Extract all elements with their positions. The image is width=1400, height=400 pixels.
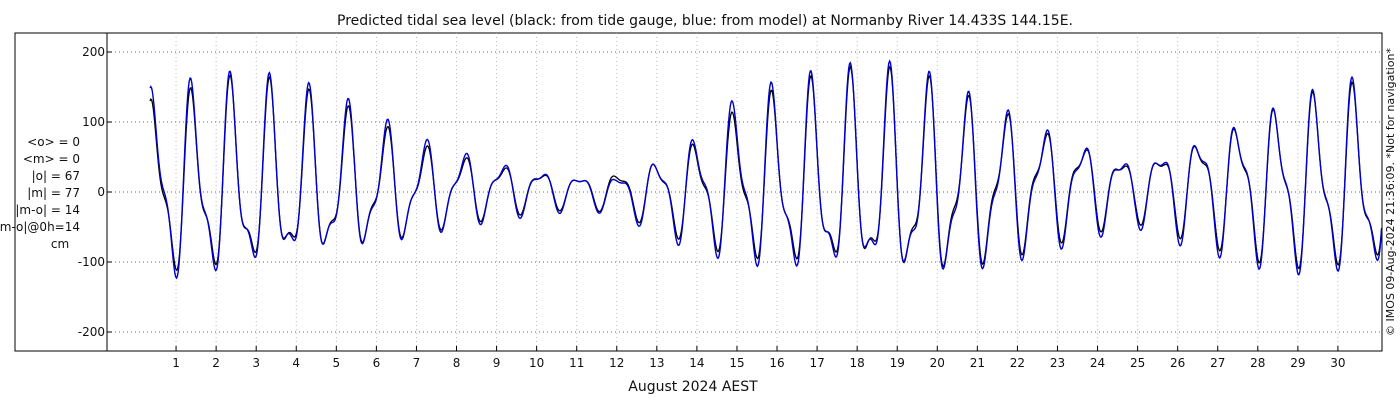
x-tick-label: 11 [569,356,584,370]
x-tick-label: 4 [292,356,300,370]
x-tick-label: 18 [850,356,865,370]
x-tick-label: 17 [809,356,824,370]
y-tick-label: 200 [82,45,105,59]
stat-abs-model: |m| = 77 [27,186,80,200]
grid-lines [107,33,1382,351]
x-tick-label: 7 [413,356,421,370]
y-axis-ticks: -200 -100 0 100 200 [78,45,112,339]
stat-abs-diff: |m-o| = 14 [15,203,80,217]
x-tick-label: 15 [729,356,744,370]
x-tick-label: 6 [373,356,381,370]
x-tick-label: 23 [1050,356,1065,370]
x-tick-label: 29 [1290,356,1305,370]
x-tick-label: 28 [1250,356,1265,370]
x-tick-label: 10 [529,356,544,370]
y-tick-label: 0 [97,185,105,199]
x-tick-label: 26 [1170,356,1185,370]
model-series-line [149,59,1383,280]
x-tick-label: 9 [493,356,501,370]
x-tick-label: 2 [212,356,220,370]
x-tick-label: 12 [609,356,624,370]
x-tick-label: 24 [1090,356,1105,370]
y-tick-label: -200 [78,325,105,339]
x-tick-label: 13 [649,356,664,370]
chart-title: Predicted tidal sea level (black: from t… [337,13,1073,29]
figure-frame [14,32,1383,352]
credit-text: © IMOS 09-Aug-2024 21:36:09. *Not for na… [1384,48,1397,336]
x-tick-label: 30 [1330,356,1345,370]
stat-unit: cm [51,237,69,251]
x-tick-label: 8 [453,356,461,370]
x-tick-label: 14 [689,356,704,370]
y-tick-label: -100 [78,255,105,269]
x-axis-label: August 2024 AEST [628,379,758,395]
y-tick-label: 100 [82,115,105,129]
x-tick-label: 1 [172,356,180,370]
series-lines [149,59,1383,280]
stat-mean-obs: <o> = 0 [27,135,80,149]
stat-abs-obs: |o| = 67 [32,169,80,183]
x-tick-label: 5 [333,356,341,370]
x-tick-label: 22 [1010,356,1025,370]
x-tick-label: 16 [769,356,784,370]
x-tick-label: 20 [930,356,945,370]
x-tick-label: 21 [970,356,985,370]
x-axis-ticks: 1 2 3 4 5 6 7 8 9 10 11 12 13 14 15 16 17 18 19 20 21 22 23 24 2… [172,346,1346,370]
gauge-series-line [149,65,1383,272]
x-tick-label: 27 [1210,356,1225,370]
x-tick-label: 19 [890,356,905,370]
x-tick-label: 3 [252,356,260,370]
x-tick-label: 25 [1130,356,1145,370]
stats-block: <o> = 0 <m> = 0 |o| = 67 |m| = 77 |m-o| … [0,135,80,251]
stat-abs-diff-0h: |m-o|@0h=14 [0,220,80,234]
stat-mean-model: <m> = 0 [23,152,80,166]
